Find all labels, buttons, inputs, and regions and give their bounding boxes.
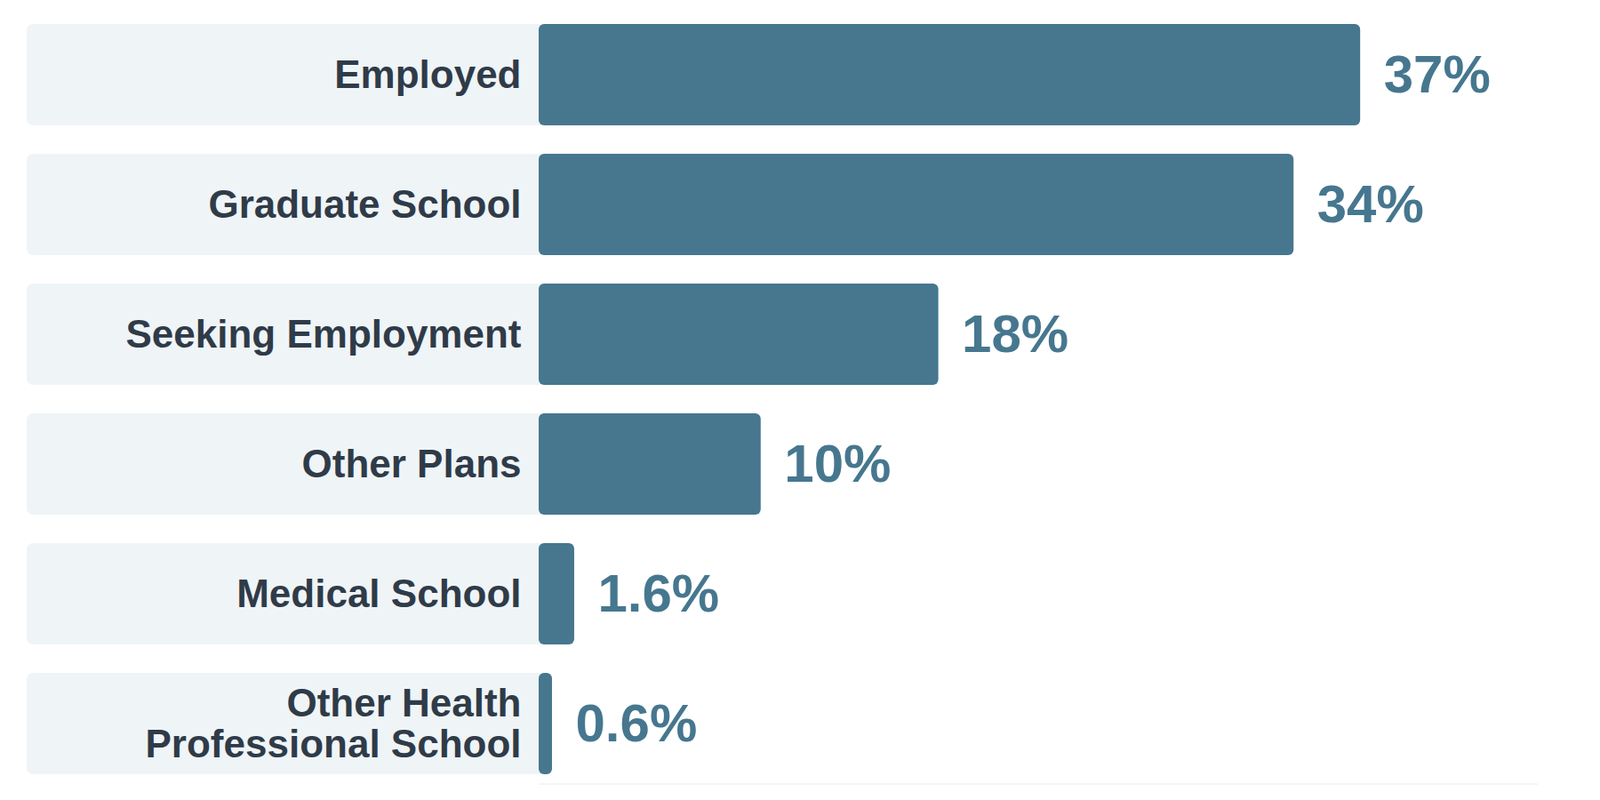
svg-text:Other HealthProfessional Schoo: Other HealthProfessional School bbox=[145, 680, 522, 766]
svg-text:18%: 18% bbox=[961, 304, 1069, 364]
svg-text:Medical School: Medical School bbox=[236, 571, 521, 616]
svg-text:37%: 37% bbox=[1384, 44, 1491, 104]
svg-text:Seeking Employment: Seeking Employment bbox=[125, 312, 521, 356]
svg-text:Employed: Employed bbox=[334, 52, 521, 96]
svg-text:0.6%: 0.6% bbox=[575, 693, 697, 753]
svg-text:Other Plans: Other Plans bbox=[302, 441, 522, 486]
svg-text:Graduate School: Graduate School bbox=[208, 182, 521, 226]
svg-text:34%: 34% bbox=[1317, 174, 1424, 234]
svg-text:1.6%: 1.6% bbox=[597, 563, 720, 624]
svg-text:10%: 10% bbox=[784, 433, 891, 494]
